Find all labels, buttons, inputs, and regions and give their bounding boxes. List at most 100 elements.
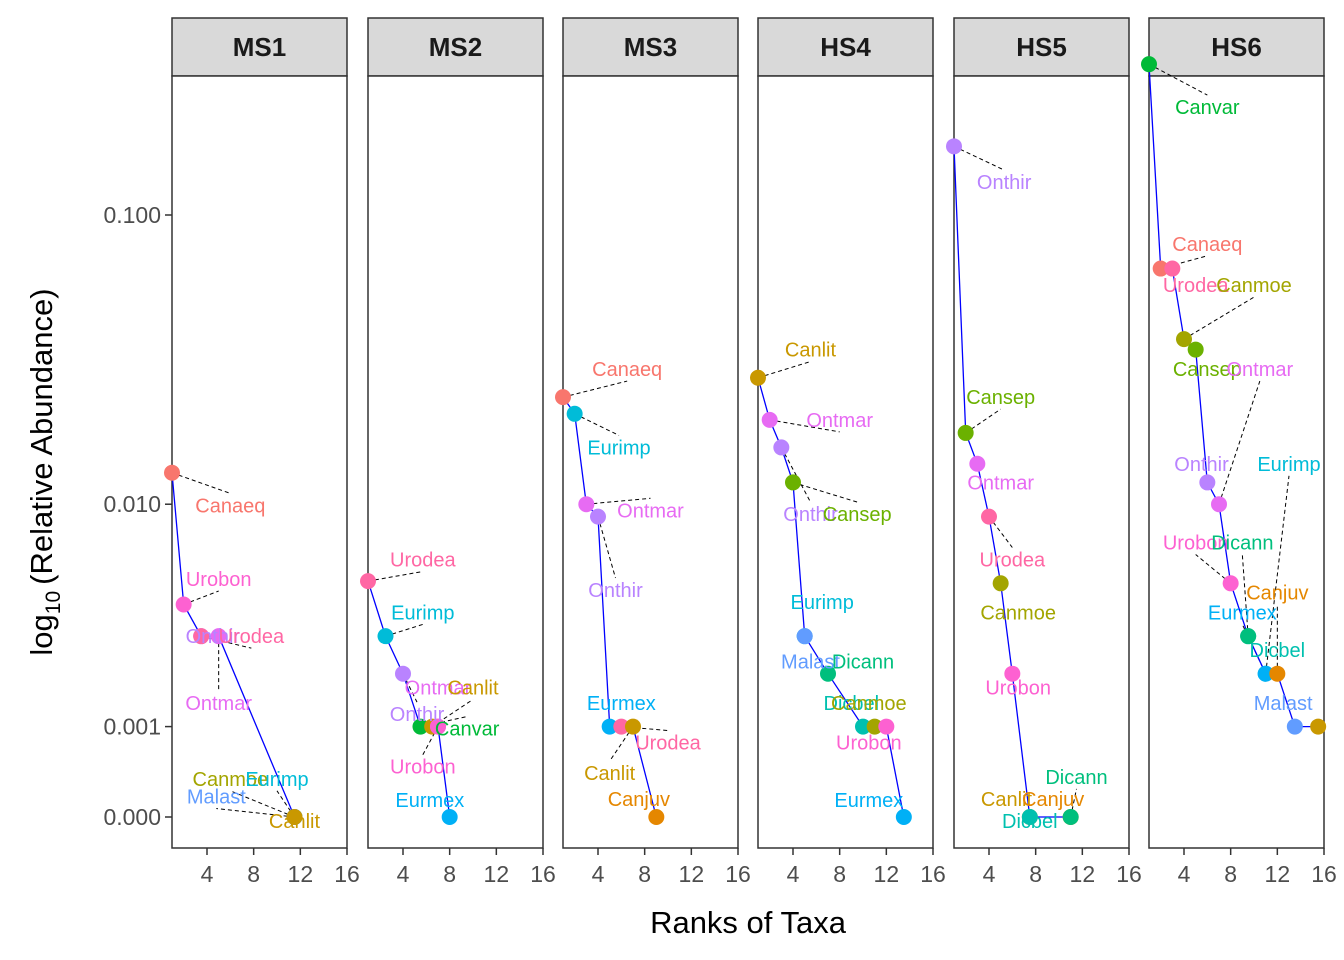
label-ontmar: Ontmar bbox=[185, 693, 252, 715]
y-axis-title: log10 (Relative Abundance) bbox=[24, 288, 65, 655]
point-canmoe bbox=[866, 718, 883, 735]
point-canvar bbox=[1141, 56, 1157, 73]
x-tick-label: 12 bbox=[874, 861, 900, 887]
point-malast bbox=[796, 628, 813, 645]
label-urobon: Urobon bbox=[390, 757, 456, 779]
x-tick-label: 12 bbox=[679, 861, 705, 887]
label-urobon: Urobon bbox=[985, 677, 1051, 699]
label-urodea: Urodea bbox=[980, 549, 1046, 571]
label-connector bbox=[183, 590, 219, 605]
label-canlit: Canlit bbox=[584, 763, 636, 785]
label-eurimp: Eurimp bbox=[391, 602, 454, 624]
label-connector bbox=[1265, 475, 1290, 674]
x-tick-label: 4 bbox=[592, 861, 605, 887]
label-urodea: Urodea bbox=[219, 626, 285, 648]
x-tick-label: 12 bbox=[1070, 861, 1096, 887]
label-connector bbox=[597, 516, 616, 579]
label-canaeq: Canaeq bbox=[1172, 234, 1242, 256]
label-urodea: Urodea bbox=[1163, 275, 1229, 297]
point-eurimp bbox=[377, 628, 394, 645]
label-dicann: Dicann bbox=[1211, 533, 1273, 555]
point-dicann bbox=[820, 665, 836, 682]
label-canlit: Canlit bbox=[785, 340, 837, 362]
point-urodea bbox=[360, 573, 376, 590]
point-dicbel bbox=[855, 718, 871, 735]
point-canlit bbox=[625, 718, 641, 735]
label-dicbel: Dicbel bbox=[824, 693, 880, 715]
label-ontmar: Ontmar bbox=[1226, 359, 1293, 381]
x-tick-label: 8 bbox=[247, 861, 260, 887]
label-onthir: Onthir bbox=[588, 580, 643, 602]
x-tick-label: 16 bbox=[1116, 861, 1142, 887]
label-eurmex: Eurmex bbox=[395, 790, 464, 812]
label-malast: Malast bbox=[781, 651, 840, 673]
label-eurimp: Eurimp bbox=[587, 437, 650, 459]
point-canlit bbox=[286, 809, 303, 825]
point-eurmex bbox=[895, 809, 912, 825]
label-eurmex: Eurmex bbox=[834, 790, 903, 812]
label-connector bbox=[1218, 380, 1261, 505]
point-ontmar bbox=[578, 496, 595, 513]
point-onthir bbox=[946, 138, 962, 155]
label-connector bbox=[230, 790, 295, 818]
label-onthir: Onthir bbox=[783, 504, 838, 526]
point-ontmar bbox=[1211, 496, 1227, 513]
point-canvar bbox=[412, 718, 429, 735]
y-tick-label: 0.100 bbox=[103, 202, 161, 228]
label-connector bbox=[574, 413, 620, 436]
label-dicbel: Dicbel bbox=[1250, 640, 1306, 662]
label-malast: Malast bbox=[187, 787, 246, 809]
x-tick-label: 16 bbox=[334, 861, 360, 887]
label-canmoe: Canmoe bbox=[980, 602, 1056, 624]
x-tick-label: 12 bbox=[288, 861, 314, 887]
label-eurimp: Eurimp bbox=[1257, 454, 1320, 476]
y-tick-label: 0.001 bbox=[103, 714, 161, 740]
x-tick-label: 12 bbox=[1265, 861, 1291, 887]
label-connector bbox=[422, 726, 439, 755]
label-connector bbox=[171, 472, 231, 494]
label-ontmar: Ontmar bbox=[405, 677, 472, 699]
point-canaeq bbox=[555, 389, 571, 406]
panel-frame bbox=[562, 75, 739, 849]
point-ontmar bbox=[761, 411, 778, 428]
point-canlit bbox=[750, 369, 766, 386]
label-eurimp: Eurimp bbox=[790, 592, 853, 614]
label-onthir: Onthir bbox=[186, 626, 241, 648]
label-connector bbox=[276, 790, 295, 818]
label-canlit: Canlit bbox=[269, 811, 321, 833]
x-tick-label: 4 bbox=[397, 861, 410, 887]
point-urodea bbox=[1164, 260, 1181, 277]
x-tick-label: 16 bbox=[530, 861, 556, 887]
label-connector bbox=[953, 145, 1005, 171]
facet-strip-label: MS1 bbox=[233, 32, 286, 62]
x-tick-label: 16 bbox=[1311, 861, 1337, 887]
x-tick-label: 8 bbox=[638, 861, 651, 887]
panel-ms2: MS2 4 8 12 16 Urodea Eurimp OntmarCanlitOnthirC… bbox=[360, 17, 556, 887]
label-onthir: Onthir bbox=[390, 704, 445, 726]
point-eurmex bbox=[1257, 665, 1274, 682]
point-urodea bbox=[193, 628, 210, 645]
label-dicann: Dicann bbox=[1045, 767, 1107, 789]
label-connector bbox=[201, 635, 252, 649]
panel-frame bbox=[171, 75, 348, 849]
facet-strip-label: HS6 bbox=[1211, 32, 1262, 62]
point-urodea bbox=[981, 508, 997, 525]
label-connector bbox=[780, 447, 811, 503]
x-tick-label: 16 bbox=[725, 861, 751, 887]
label-onthir: Onthir bbox=[1174, 454, 1229, 476]
label-canlit: Canlit bbox=[981, 789, 1033, 811]
point-canlit bbox=[1310, 718, 1327, 735]
x-tick-label: 4 bbox=[1178, 861, 1191, 887]
facet-strip-label: MS2 bbox=[429, 32, 482, 62]
label-cansep: Cansep bbox=[1173, 359, 1242, 381]
facet-strip bbox=[757, 17, 934, 77]
y-axis-title-log: log bbox=[24, 614, 59, 655]
label-connector bbox=[367, 571, 423, 582]
label-eurmex: Eurmex bbox=[587, 693, 656, 715]
point-canmoe bbox=[992, 575, 1009, 592]
x-tick-label: 12 bbox=[484, 861, 510, 887]
